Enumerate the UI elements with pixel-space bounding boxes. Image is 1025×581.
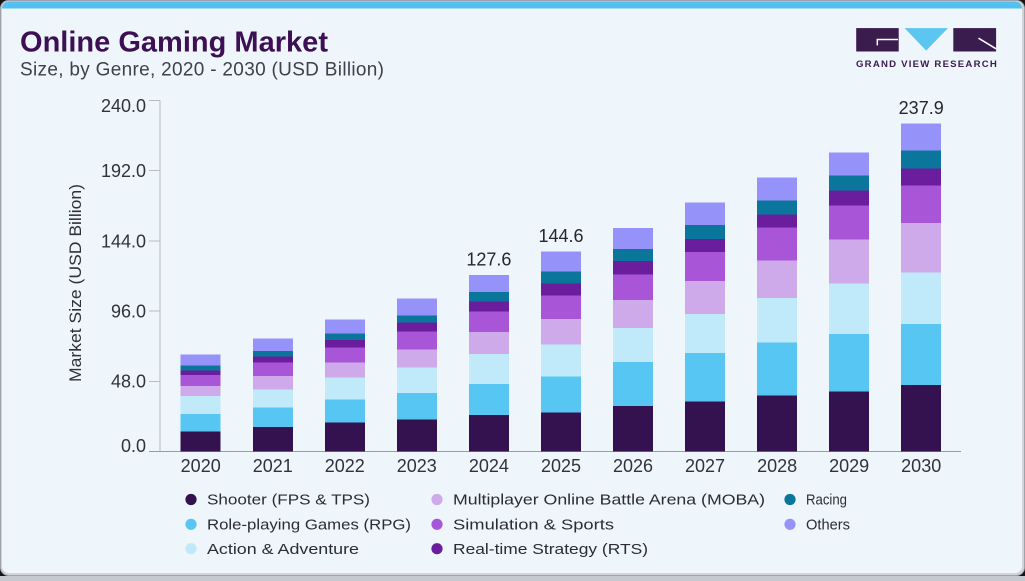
svg-text:0.0: 0.0 [121,436,146,456]
svg-text:Action & Adventure: Action & Adventure [207,541,359,558]
svg-text:240.0: 240.0 [101,96,146,116]
svg-text:2022: 2022 [325,456,365,476]
svg-text:144.0: 144.0 [101,231,146,251]
svg-text:2027: 2027 [685,456,725,476]
svg-text:Real-time Strategy (RTS): Real-time Strategy (RTS) [453,541,648,558]
svg-text:2023: 2023 [397,456,437,476]
svg-text:Racing: Racing [806,492,847,509]
svg-text:Shooter (FPS & TPS): Shooter (FPS & TPS) [207,492,370,509]
svg-text:2028: 2028 [757,456,797,476]
svg-text:144.6: 144.6 [538,226,583,246]
svg-text:192.0: 192.0 [101,161,146,181]
svg-text:48.0: 48.0 [111,372,146,392]
svg-text:Online Gaming Market: Online Gaming Market [20,26,328,58]
svg-text:Size, by Genre, 2020 - 2030 (U: Size, by Genre, 2020 - 2030 (USD Billion… [20,60,384,81]
svg-text:2024: 2024 [469,456,509,476]
svg-text:237.9: 237.9 [899,98,944,118]
svg-text:96.0: 96.0 [111,302,146,322]
svg-text:2021: 2021 [253,456,293,476]
svg-text:2020: 2020 [181,456,221,476]
svg-text:GRAND VIEW RESEARCH: GRAND VIEW RESEARCH [856,59,998,70]
svg-text:Role-playing Games (RPG): Role-playing Games (RPG) [207,517,411,534]
svg-text:2029: 2029 [829,456,869,476]
svg-text:2026: 2026 [613,456,653,476]
svg-text:Others: Others [806,517,850,534]
svg-text:Market Size (USD Billion): Market Size (USD Billion) [66,184,85,382]
svg-text:127.6: 127.6 [466,250,511,270]
svg-text:2030: 2030 [901,456,941,476]
svg-text:Simulation & Sports: Simulation & Sports [453,517,614,534]
svg-text:2025: 2025 [541,456,581,476]
svg-text:Multiplayer Online Battle Aren: Multiplayer Online Battle Arena (MOBA) [453,492,765,509]
